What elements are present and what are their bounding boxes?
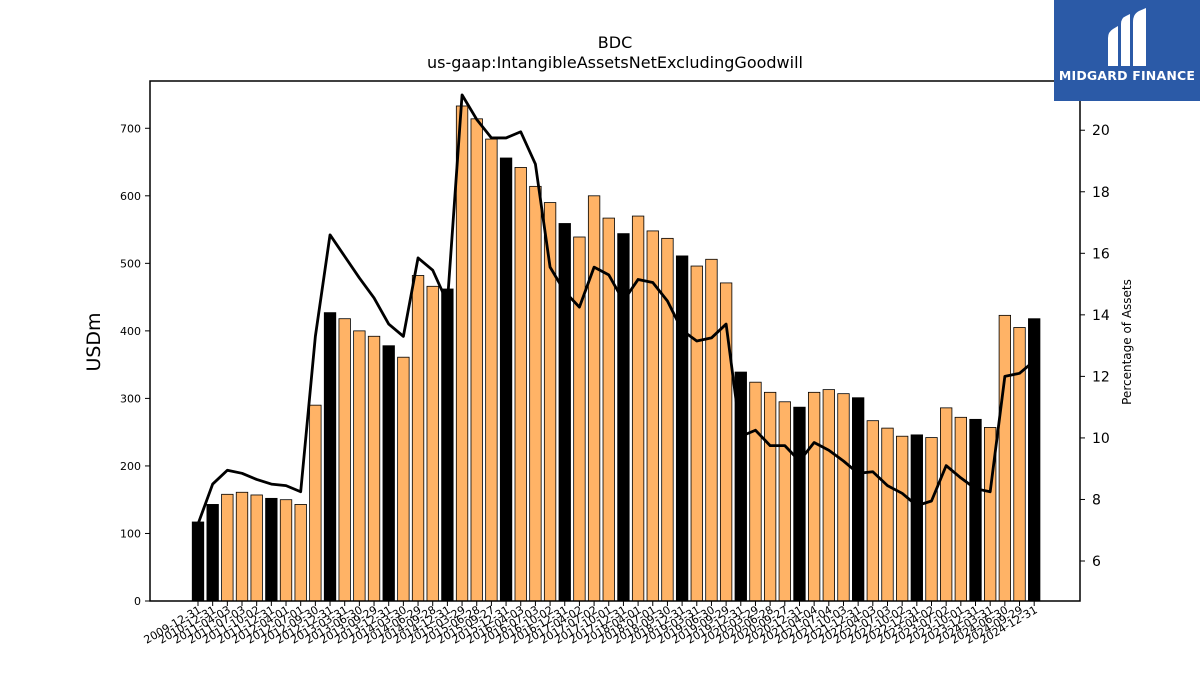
y2-tick-label: 8 (1092, 492, 1101, 508)
bar (206, 504, 219, 602)
bar (822, 389, 835, 602)
bar (250, 494, 263, 602)
bar (323, 312, 337, 602)
bar (382, 345, 395, 602)
bar (529, 185, 542, 602)
bar (485, 138, 498, 602)
bar (294, 504, 307, 602)
bar (309, 404, 322, 602)
bar (969, 418, 982, 602)
bar (881, 427, 894, 602)
bar (837, 393, 850, 602)
bar (617, 233, 630, 602)
y-tick-label: 600 (120, 190, 141, 203)
bar (910, 434, 923, 602)
y-tick-label: 100 (120, 527, 141, 540)
bar (866, 420, 879, 602)
y-tick-label: 700 (120, 122, 141, 135)
y2-tick-label: 20 (1092, 123, 1110, 139)
line-group (196, 93, 1036, 525)
bar (925, 437, 938, 602)
bar (558, 223, 571, 602)
bar (221, 493, 234, 602)
bar (763, 391, 777, 602)
chart-subtitle: us-gaap:IntangibleAssetsNetExcludingGood… (427, 53, 803, 72)
bar (896, 435, 909, 602)
bar (426, 285, 439, 602)
bar (338, 318, 351, 602)
bar (793, 406, 806, 602)
y2-tick-label: 14 (1092, 308, 1110, 324)
bar (470, 118, 483, 602)
plot-frame (149, 80, 1081, 602)
bar (279, 499, 293, 602)
bar (749, 381, 762, 602)
y2-tick-label: 18 (1092, 185, 1110, 201)
bar (411, 275, 425, 602)
bar (954, 416, 967, 602)
bar (661, 237, 674, 602)
bar (705, 258, 718, 602)
logo-text: MIDGARD FINANCE (1058, 68, 1196, 83)
y-tick-label: 300 (120, 392, 141, 405)
midgard-logo-icon (1108, 8, 1146, 66)
percentage-line (196, 93, 1036, 525)
bar (265, 497, 278, 602)
y2-tick-label: 10 (1092, 431, 1110, 447)
y-tick-label: 0 (134, 595, 141, 608)
bar (455, 105, 469, 602)
bar (367, 335, 381, 602)
bar (441, 288, 454, 602)
bars-group (191, 105, 1041, 602)
y-axis-label: USDm (83, 312, 105, 371)
bar (807, 391, 821, 602)
bar (353, 330, 366, 602)
bar (587, 195, 601, 602)
bar (675, 255, 689, 602)
bar (998, 314, 1011, 602)
y2-axis-label: Percentage of Assets (1120, 279, 1134, 405)
chart-title: BDC (598, 33, 632, 52)
y2-tick-label: 6 (1092, 554, 1101, 570)
bar (499, 157, 513, 602)
bar (235, 491, 249, 602)
bar (940, 407, 953, 602)
bar (778, 401, 791, 602)
y-tick-label: 200 (120, 460, 141, 473)
bar (573, 236, 586, 602)
y2-tick-label: 16 (1092, 246, 1110, 262)
logo: MIDGARD FINANCE (1054, 0, 1200, 101)
y2-tick-label: 12 (1092, 369, 1110, 385)
bar (690, 265, 703, 602)
y-tick-label: 400 (120, 325, 141, 338)
bar (514, 167, 527, 602)
bar (852, 397, 865, 602)
bar (191, 521, 205, 602)
y-tick-label: 500 (120, 257, 141, 270)
bar (631, 215, 645, 602)
axes-group: 0100200300400500600700681012141618202009… (120, 80, 1110, 647)
bar (397, 356, 410, 602)
